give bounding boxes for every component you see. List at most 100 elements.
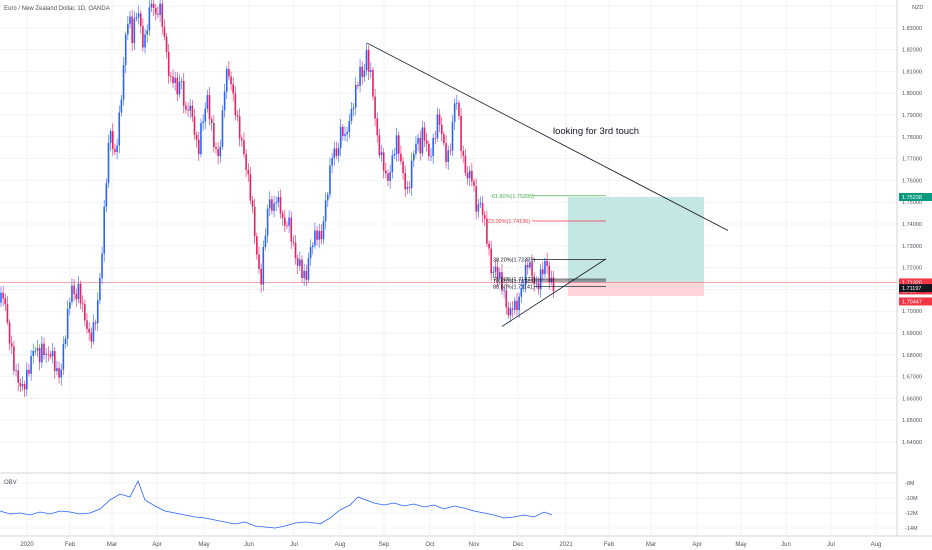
candle-body (210, 119, 213, 123)
candle-body (357, 84, 359, 86)
candle-body (124, 34, 127, 66)
candle-body (290, 217, 293, 242)
candle-body (335, 148, 338, 156)
time-tick-label: Mar (107, 542, 117, 548)
candle-body (253, 206, 256, 237)
ask-price-badge-text: 1.71197 (902, 286, 921, 292)
price-tick-label: 1.66000 (902, 396, 922, 402)
candle-body (236, 115, 239, 117)
candle-body (103, 206, 105, 254)
candle-body (507, 307, 510, 316)
candle-body (90, 332, 93, 342)
candle-body (182, 81, 185, 106)
symbol-title: Euro / New Zealand Dollar, 1D, OANDA (4, 6, 110, 12)
candle-body (86, 320, 88, 329)
candle-body (64, 338, 67, 345)
candle-body (21, 384, 24, 387)
candle-body (324, 200, 327, 222)
candle-body (419, 138, 422, 154)
long-position-profit-zone[interactable] (568, 196, 704, 283)
candle-body (350, 108, 353, 121)
candle-body (273, 203, 275, 211)
candle-body (215, 147, 217, 149)
chart-annotation[interactable]: looking for 3rd touch (553, 126, 639, 137)
candle-body (66, 308, 69, 339)
candle-body (434, 138, 437, 139)
candle-body (165, 36, 168, 53)
trendlines[interactable] (366, 42, 729, 327)
candle-body (71, 285, 73, 303)
candle-body (382, 152, 385, 171)
long-position-loss-zone[interactable] (568, 282, 704, 296)
candle-body (458, 102, 460, 116)
price-axis[interactable]: 1.83000 1.82000 1.81000 1.80000 1.79000 1.780… (902, 26, 922, 446)
price-tick-label: 1.83000 (902, 26, 922, 32)
candle-body (475, 186, 477, 212)
candle-body (163, 26, 166, 37)
candle-body (56, 368, 58, 371)
candle-body (32, 350, 35, 357)
candle-body (327, 194, 329, 201)
candle-body (550, 277, 553, 283)
candle-body (483, 215, 486, 219)
candle-body (552, 277, 555, 292)
candle-body (415, 143, 417, 154)
candle-body (440, 124, 443, 135)
candle-body (43, 343, 45, 356)
last-price-badge-text: 1.71320 (902, 280, 922, 286)
candle-body (494, 266, 497, 272)
candle-body (208, 95, 211, 120)
candle-body (228, 68, 230, 77)
candle-body (481, 203, 484, 216)
fib-label: -23.00%(1.74136) (486, 219, 530, 225)
candle-body (400, 153, 402, 162)
candle-body (51, 351, 54, 357)
fibonacci-levels[interactable]: -61.80%(1.75295) -23.00%(1.74136) 38.20%(1… (486, 194, 606, 291)
candle-body (307, 258, 310, 280)
candle-body (174, 77, 176, 83)
candle-body (436, 114, 439, 139)
candle-body (503, 290, 505, 292)
candle-body (150, 3, 153, 8)
time-tick-label: Jul (827, 542, 835, 548)
candle-body (428, 143, 430, 156)
candle-body (348, 120, 351, 133)
time-tick-label: Aug (871, 542, 882, 548)
price-tick-label: 1.75000 (902, 200, 922, 206)
fib-label: 88.60%(1.71141) (493, 284, 535, 290)
candle-body (329, 165, 331, 195)
time-tick-label: Jun (244, 542, 254, 548)
candle-body (460, 115, 462, 151)
candle-body (548, 265, 551, 283)
price-tick-label: 1.82000 (902, 48, 922, 54)
candle-body (370, 70, 372, 73)
candle-body (230, 76, 232, 85)
candle-body (159, 3, 161, 15)
candle-body (462, 150, 465, 156)
candle-body (247, 169, 250, 175)
time-tick-label: Jun (781, 542, 791, 548)
candle-body (127, 23, 129, 35)
time-axis[interactable]: 2020 Feb Mar Apr May Jun Jul Aug Sep Oct Nov Dec 202… (20, 542, 881, 548)
candle-body (354, 84, 357, 108)
candle-body (256, 236, 258, 255)
candle-body (468, 170, 471, 179)
time-tick-label: May (198, 542, 209, 548)
candle-body (178, 81, 181, 95)
candle-body (131, 16, 133, 44)
candle-body (492, 271, 495, 274)
candle-body (245, 154, 247, 170)
candle-body (176, 77, 179, 95)
candle-body (84, 304, 86, 321)
obv-tick-label: -12M (905, 511, 918, 517)
candle-body (292, 241, 295, 243)
candle-body (217, 148, 219, 157)
price-tick-label: 1.67000 (902, 375, 922, 381)
candle-body (105, 183, 108, 207)
candle-body (225, 68, 228, 92)
candle-body (198, 139, 200, 155)
candle-body (380, 152, 383, 156)
time-tick-label: 2021 (559, 542, 573, 548)
candle-body (389, 172, 391, 181)
